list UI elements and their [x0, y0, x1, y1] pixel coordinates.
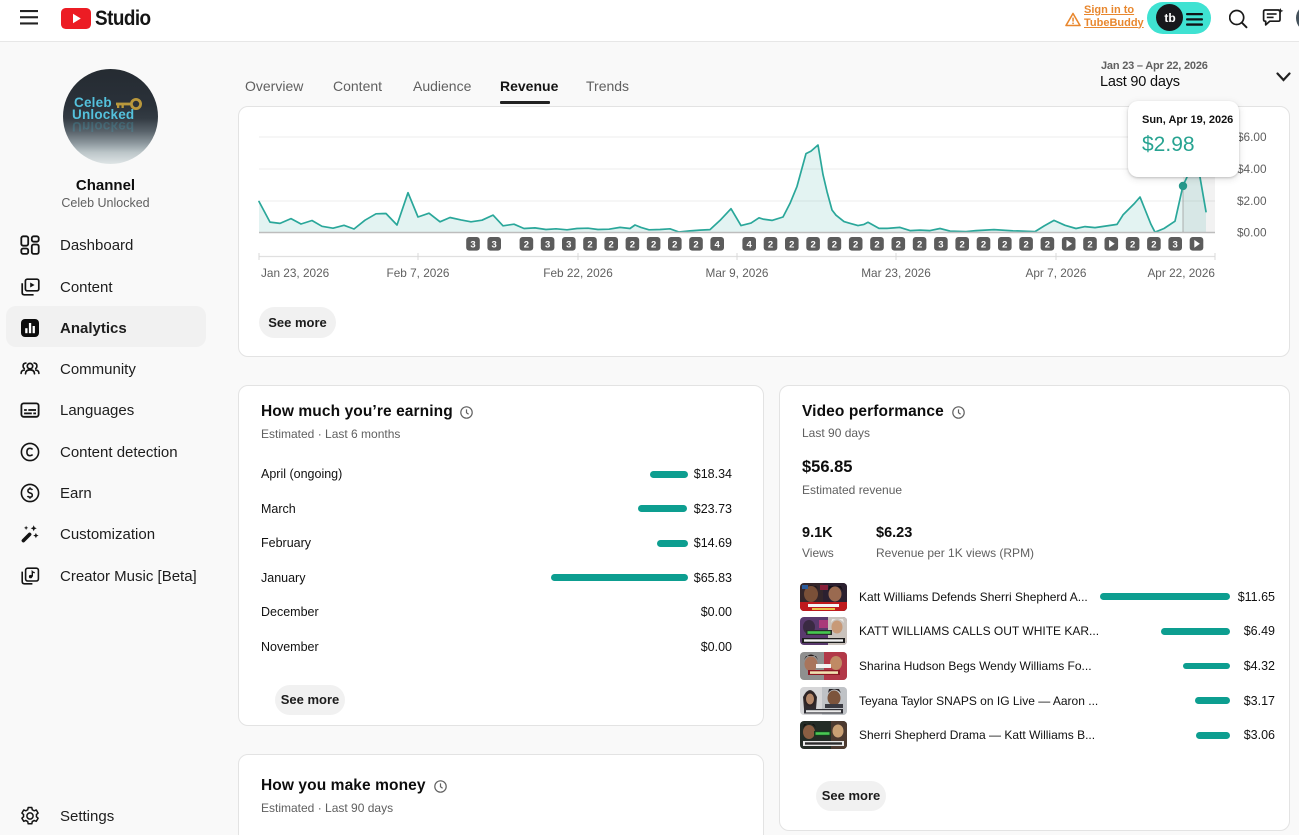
svg-text:Mar 9, 2026: Mar 9, 2026 [706, 266, 769, 280]
svg-text:2: 2 [672, 239, 677, 250]
svg-text:$2.00: $2.00 [1237, 194, 1267, 208]
svg-text:Apr 7, 2026: Apr 7, 2026 [1026, 266, 1087, 280]
svg-text:2: 2 [874, 239, 879, 250]
svg-text:3: 3 [492, 239, 497, 250]
svg-text:Jan 23, 2026: Jan 23, 2026 [261, 266, 330, 280]
svg-text:2: 2 [524, 239, 529, 250]
svg-text:2: 2 [693, 239, 698, 250]
svg-text:2: 2 [960, 239, 965, 250]
svg-text:2: 2 [789, 239, 794, 250]
svg-text:2: 2 [587, 239, 592, 250]
svg-text:2: 2 [1023, 239, 1028, 250]
svg-text:2: 2 [917, 239, 922, 250]
svg-text:4: 4 [715, 239, 721, 250]
svg-text:2: 2 [810, 239, 815, 250]
svg-text:2: 2 [853, 239, 858, 250]
svg-text:2: 2 [1087, 239, 1092, 250]
svg-text:Apr 22, 2026: Apr 22, 2026 [1147, 266, 1215, 280]
svg-text:$0.00: $0.00 [1237, 226, 1267, 240]
svg-text:Feb 7, 2026: Feb 7, 2026 [387, 266, 450, 280]
svg-text:2: 2 [609, 239, 614, 250]
svg-text:2: 2 [896, 239, 901, 250]
svg-text:2: 2 [1002, 239, 1007, 250]
svg-text:2: 2 [630, 239, 635, 250]
svg-text:$4.00: $4.00 [1237, 162, 1267, 176]
svg-text:2: 2 [981, 239, 986, 250]
svg-text:2: 2 [651, 239, 656, 250]
svg-text:2: 2 [1045, 239, 1050, 250]
svg-text:3: 3 [938, 239, 943, 250]
svg-text:Mar 23, 2026: Mar 23, 2026 [861, 266, 931, 280]
svg-text:3: 3 [1173, 239, 1178, 250]
svg-text:Feb 22, 2026: Feb 22, 2026 [543, 266, 613, 280]
svg-text:2: 2 [1130, 239, 1135, 250]
svg-text:3: 3 [566, 239, 571, 250]
svg-text:2: 2 [768, 239, 773, 250]
svg-text:2: 2 [832, 239, 837, 250]
svg-text:3: 3 [545, 239, 550, 250]
svg-text:2: 2 [1151, 239, 1156, 250]
svg-text:3: 3 [470, 239, 475, 250]
svg-text:$6.00: $6.00 [1237, 130, 1267, 144]
svg-text:4: 4 [747, 239, 753, 250]
